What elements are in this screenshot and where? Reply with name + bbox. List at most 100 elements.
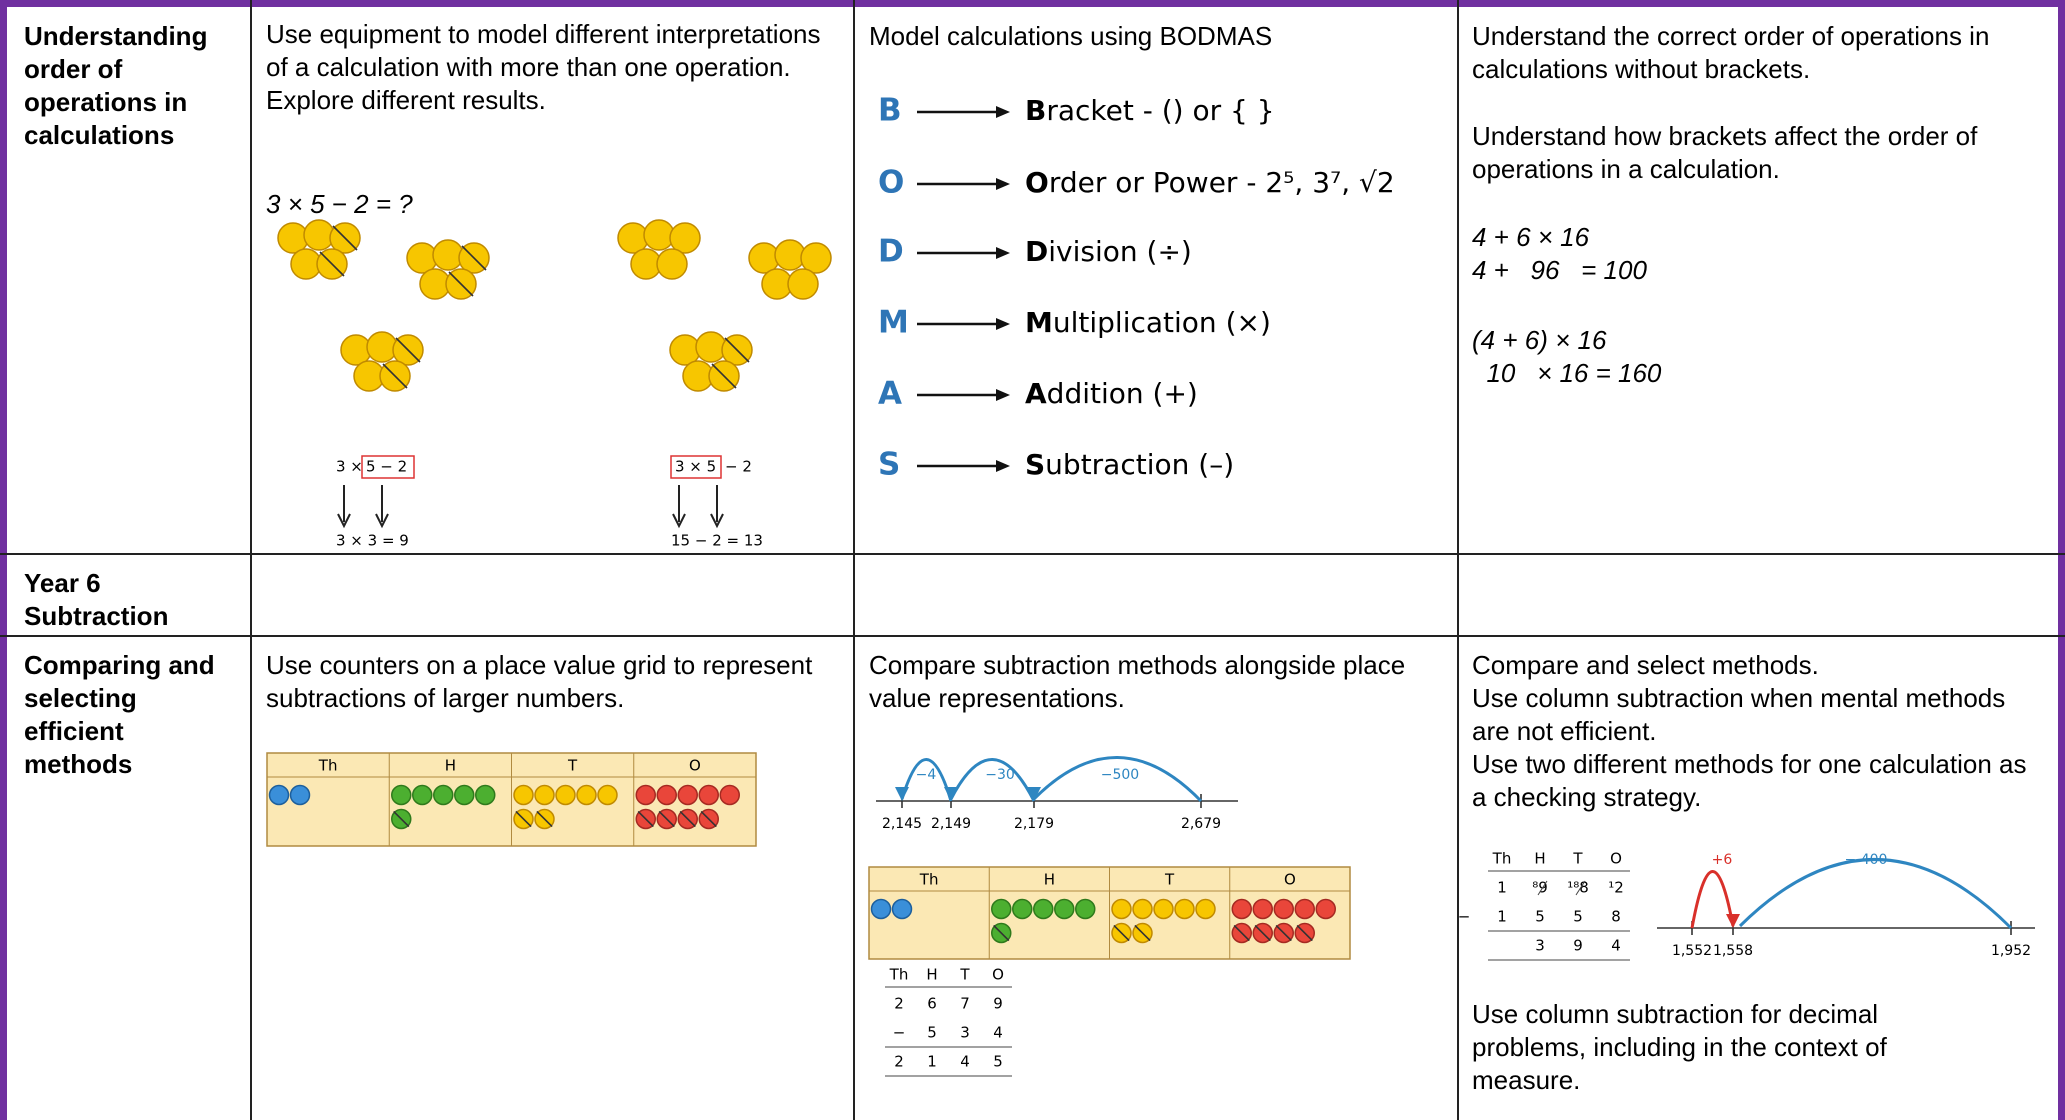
digit: 2 xyxy=(894,995,904,1013)
bodmas-word: Addition (+) xyxy=(1025,377,1198,410)
column-header: O xyxy=(1610,850,1622,868)
cross-out xyxy=(393,810,410,828)
cell-text: Use equipment to model different interpr… xyxy=(266,19,821,115)
digit: 6 xyxy=(927,995,937,1013)
arrow-head xyxy=(996,178,1010,190)
counter xyxy=(432,239,464,271)
counter xyxy=(1153,898,1174,920)
counter xyxy=(656,248,688,280)
question: 3 × 5 − 2 = ? xyxy=(266,189,413,219)
example: (4 + 6) × 16 xyxy=(1472,325,1607,355)
counter xyxy=(656,784,677,806)
counter xyxy=(1252,898,1273,920)
paragraphs: Compare and select methods. Use column s… xyxy=(1472,649,2032,814)
expr-result: 3 × 3 = 9 xyxy=(336,532,409,550)
counter xyxy=(454,784,475,806)
expr-box xyxy=(670,455,722,479)
arrow-head xyxy=(672,513,686,529)
digit: ⁸9 xyxy=(1532,879,1548,897)
counter xyxy=(534,784,555,806)
counter xyxy=(870,898,892,920)
digit: 4 xyxy=(960,1053,970,1071)
cross-out xyxy=(448,271,474,297)
col-line xyxy=(853,0,855,1120)
digit: 1 xyxy=(1497,908,1507,926)
cross-out xyxy=(515,810,532,828)
counter xyxy=(695,331,727,363)
cell-text: Understand how brackets affect the order… xyxy=(1472,121,1978,184)
tick-label: 1,552 xyxy=(1672,943,1712,959)
pv-header: H xyxy=(1044,871,1055,889)
counter xyxy=(1174,898,1195,920)
digit: 9 xyxy=(1573,937,1583,955)
counter xyxy=(787,268,819,300)
row-line xyxy=(0,635,2065,637)
example: 10 × 16 = 160 xyxy=(1472,358,1662,388)
digit: 1 xyxy=(1497,879,1507,897)
counter xyxy=(303,219,335,251)
counter xyxy=(669,222,701,254)
cross-out xyxy=(382,363,408,389)
digit: 2 xyxy=(894,1053,904,1071)
arrow-head xyxy=(1726,914,1740,928)
counter xyxy=(1054,898,1075,920)
cross-out xyxy=(1113,924,1130,942)
digit: ¹⁸8 xyxy=(1567,879,1589,897)
counter xyxy=(643,219,675,251)
digit: 5 xyxy=(1573,908,1583,926)
cross-out xyxy=(711,363,737,389)
jump-label: −500 xyxy=(1101,767,1139,783)
cross-out xyxy=(536,810,553,828)
cross-out xyxy=(332,225,358,251)
strike xyxy=(1575,880,1586,896)
frame xyxy=(0,0,7,1120)
column-header: T xyxy=(1572,850,1583,868)
counter xyxy=(268,784,290,806)
bodmas-letter: S xyxy=(878,447,900,483)
counter xyxy=(677,784,698,806)
arrow-head xyxy=(710,513,724,529)
cell-text: Model calculations using BODMAS xyxy=(869,21,1273,51)
column-header: Th xyxy=(1492,850,1512,868)
row-heading: Understanding order of operations in cal… xyxy=(24,21,208,150)
expr: 5 − 2 xyxy=(366,458,407,476)
counter xyxy=(433,784,454,806)
counter xyxy=(698,784,719,806)
digit: 9 xyxy=(993,995,1003,1013)
jump xyxy=(1690,870,1735,929)
counter xyxy=(1273,898,1294,920)
bodmas-word: Division (÷) xyxy=(1025,235,1192,268)
example: 4 + 6 × 16 xyxy=(1472,222,1590,252)
cross-out xyxy=(700,810,717,828)
example: 4 + 96 = 100 xyxy=(1472,255,1647,285)
pv-header: Th xyxy=(318,757,338,775)
digit: 5 xyxy=(993,1053,1003,1071)
digit: 8 xyxy=(1611,908,1621,926)
digit: − xyxy=(1458,908,1471,926)
counter xyxy=(1111,898,1132,920)
pv-header: Th xyxy=(919,871,939,889)
row-line xyxy=(0,553,2065,555)
bodmas-word: Subtraction (–) xyxy=(1025,448,1234,481)
jump xyxy=(1738,858,2013,930)
counter xyxy=(366,331,398,363)
counter xyxy=(513,784,534,806)
pv-header: T xyxy=(567,757,578,775)
jump-label: +6 xyxy=(1712,852,1733,868)
digit: 5 xyxy=(927,1024,937,1042)
bodmas-letter: O xyxy=(878,165,904,201)
jump-label: − 400 xyxy=(1845,852,1888,868)
counter xyxy=(800,242,832,274)
cross-out xyxy=(1233,924,1250,942)
counter xyxy=(719,784,740,806)
jump xyxy=(1032,756,1203,803)
cross-out xyxy=(679,810,696,828)
counter xyxy=(1075,898,1096,920)
bodmas-letter: M xyxy=(878,305,909,341)
counter xyxy=(555,784,576,806)
arrow-head xyxy=(996,106,1010,118)
pv-header: H xyxy=(445,757,456,775)
cross-out xyxy=(1254,924,1271,942)
